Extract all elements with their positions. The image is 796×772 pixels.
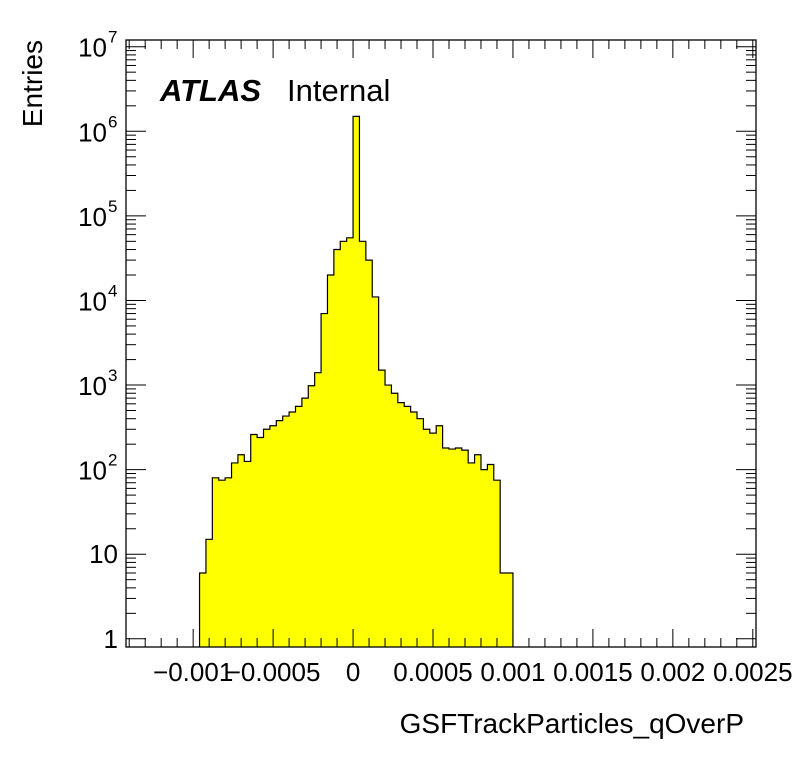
y-tick-label: 10 [78,286,107,316]
histogram-bin [391,393,399,647]
histogram-bin [346,237,354,647]
histogram-bin [218,480,226,647]
histogram-bin [321,313,328,647]
histogram-bin [493,480,501,647]
y-tick-exponent: 6 [108,112,117,131]
x-tick-label: −0.001 [153,657,233,687]
histogram-bin [257,437,264,647]
y-tick-exponent: 2 [108,451,117,470]
histogram-bin [237,454,245,647]
histogram-bin [417,418,424,647]
histogram-bin [448,449,456,647]
histogram-bin [269,425,277,647]
histogram-bin [461,450,469,647]
histogram-bin [500,572,507,647]
histogram-bin [295,406,303,647]
y-tick-label: 10 [78,33,107,63]
histogram-bin [308,385,316,647]
histogram-bin [429,433,437,647]
histogram-bin [225,477,232,647]
histogram-bin [397,402,405,647]
plot-frame [125,39,757,648]
histogram-bin [378,370,386,647]
x-tick-label: 0.0015 [553,657,633,687]
histogram-bin [423,429,431,647]
histogram-bin [327,274,335,647]
histogram-bin [244,461,252,647]
histogram-bars [199,116,514,648]
histogram-bin [276,420,284,647]
atlas-label: ATLAS [159,73,261,108]
x-tick-label: 0 [346,657,360,687]
histogram-bin [410,412,418,647]
axis-ticks [126,40,756,647]
y-tick-label: 10 [78,117,107,147]
histogram-bin [301,398,309,647]
histogram-bin [289,412,296,647]
histogram-bin [231,462,239,647]
histogram-bin [455,448,463,647]
x-tick-label: 0.0025 [713,657,793,687]
histogram-bin [359,241,367,647]
histogram-bin [385,385,392,647]
histogram-bin [333,249,341,647]
y-tick-label: 10 [78,456,107,486]
histogram-bin [468,462,475,647]
histogram-bin [353,116,360,648]
y-tick-exponent: 7 [108,28,117,47]
histogram-bin [442,448,450,647]
histogram-bin [199,572,207,647]
histogram-bin [365,260,373,647]
y-tick-exponent: 4 [108,281,117,300]
y-tick-label: 10 [78,202,107,232]
histogram-bin [314,372,322,647]
histogram-outline [198,115,514,647]
histogram-bin [340,241,348,647]
histogram-bin [372,296,380,647]
x-tick-label: −0.0005 [226,657,321,687]
y-tick-exponent: 5 [108,197,117,216]
x-tick-label: 0.001 [480,657,545,687]
y-tick-label: 10 [78,371,107,401]
x-tick-label: 0.002 [640,657,705,687]
y-tick-label: 1 [104,624,118,654]
histogram-bin [263,429,271,647]
histogram-bin [480,469,488,647]
y-axis-title: Entries [17,40,48,127]
histogram-bin [212,477,220,647]
histogram-bin [436,425,443,647]
x-axis-title: GSFTrackParticles_qOverP [400,708,744,739]
histogram-bin [282,416,290,647]
y-tick-label: 10 [89,539,118,569]
histogram-bin [474,454,482,647]
histogram-bin [487,464,495,647]
atlas-sublabel: Internal [287,73,390,108]
x-tick-label: 0.0005 [393,657,473,687]
histogram-bin [250,434,258,647]
histogram-bin [205,539,213,647]
histogram-bin [404,406,412,647]
histogram-bin [506,572,514,647]
x-tick-labels: −0.001−0.0005 0 0.0005 0.001 0.0015 0.002 0.00… [153,657,793,687]
y-tick-exponent: 3 [108,366,117,385]
